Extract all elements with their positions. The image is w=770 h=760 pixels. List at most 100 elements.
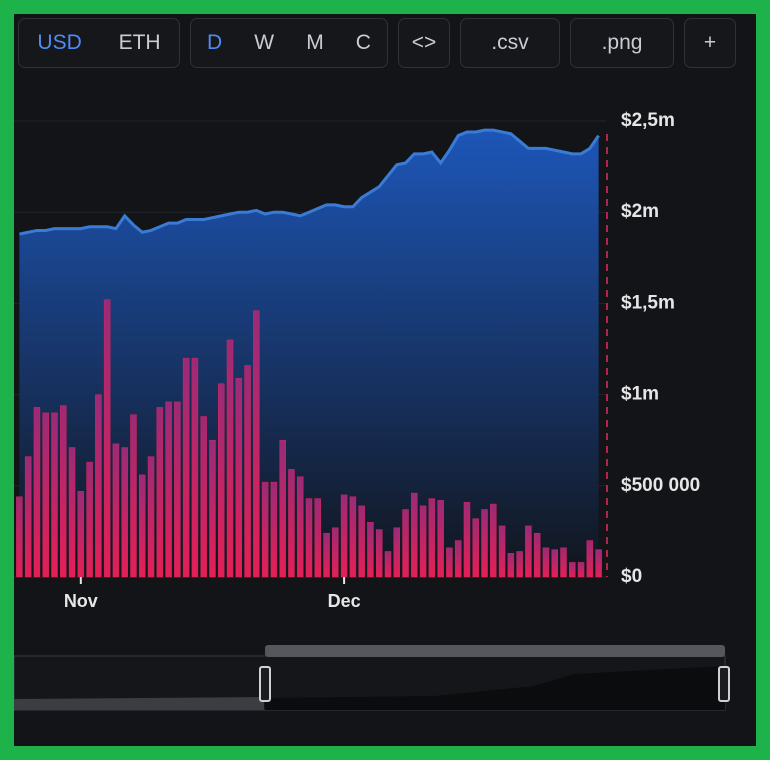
area-fill — [19, 130, 599, 577]
toolbar-button[interactable]: .png — [601, 31, 643, 54]
bar — [542, 547, 550, 578]
bar — [156, 407, 164, 578]
bar — [402, 509, 409, 578]
y-tick-label: $2,5m — [621, 110, 675, 131]
bar — [358, 505, 365, 578]
bar — [121, 447, 128, 578]
bar — [51, 412, 58, 578]
bar — [560, 547, 567, 578]
bar — [463, 501, 471, 578]
bar — [375, 529, 383, 578]
bar — [507, 553, 515, 578]
line — [19, 128, 600, 236]
y-tick-label: $2m — [621, 201, 659, 222]
bar — [481, 509, 488, 578]
bar — [446, 547, 453, 578]
button-group: + — [684, 18, 736, 68]
bar — [551, 549, 558, 578]
bar — [349, 496, 357, 578]
toolbar-button[interactable]: M — [306, 31, 324, 54]
bar — [314, 498, 322, 578]
navigator — [14, 645, 730, 711]
bar — [209, 439, 216, 578]
chart-widget: USD ETH D W M C <> .csv .png + $0 $500 000 $1m $1,5m… — [14, 14, 756, 746]
bar — [288, 469, 295, 578]
toolbar-button[interactable]: W — [254, 31, 275, 54]
bar — [244, 365, 251, 578]
bar — [191, 357, 199, 578]
bar — [533, 532, 541, 578]
bar — [586, 540, 594, 578]
navigator-handle[interactable] — [718, 666, 730, 702]
bar — [279, 439, 286, 578]
bar — [384, 551, 392, 578]
bar — [595, 549, 602, 578]
bar — [95, 394, 102, 578]
y-tick-label: $500 000 — [621, 475, 700, 496]
toolbar-button[interactable]: .csv — [491, 31, 529, 54]
x-tick-label: Nov — [64, 591, 98, 611]
bar — [525, 525, 532, 578]
button-group: <> — [398, 18, 450, 68]
bar — [86, 461, 93, 578]
bar — [200, 416, 207, 578]
toolbar-button[interactable]: <> — [411, 31, 437, 54]
bar — [472, 518, 479, 578]
bar — [24, 456, 32, 578]
bar — [323, 532, 330, 578]
y-tick-label: $1,5m — [621, 292, 675, 313]
bar — [103, 299, 111, 578]
bar — [77, 491, 85, 578]
bar — [68, 447, 76, 578]
toolbar-button[interactable]: D — [207, 31, 223, 54]
bar — [490, 503, 497, 578]
bar — [437, 500, 444, 578]
bar — [147, 456, 155, 578]
bar — [217, 383, 225, 578]
bar — [577, 562, 585, 578]
bar — [182, 357, 190, 578]
navigator-handle[interactable] — [259, 666, 271, 702]
button-group: .csv — [460, 18, 560, 68]
bar — [33, 407, 41, 578]
y-tick-label: $1m — [621, 384, 659, 405]
navigator-scrollbar[interactable] — [265, 645, 725, 657]
bar — [516, 551, 523, 578]
y-tick-label: $0 — [621, 566, 642, 587]
bar — [174, 401, 181, 578]
navigator-outside — [14, 697, 264, 710]
bar — [340, 494, 348, 578]
bar — [454, 540, 462, 578]
bar — [498, 525, 506, 578]
bar — [569, 562, 576, 578]
toolbar-button[interactable]: C — [355, 31, 371, 54]
bar — [393, 527, 401, 578]
button-group: .png — [570, 18, 674, 68]
bar — [42, 412, 49, 578]
bar — [165, 401, 172, 578]
bar — [130, 414, 137, 578]
bar — [261, 481, 269, 578]
bar — [139, 474, 146, 578]
bar — [112, 443, 120, 578]
toolbar-button[interactable]: USD — [37, 31, 82, 54]
bar — [253, 310, 260, 578]
bar — [428, 498, 436, 578]
toolbar-button[interactable]: + — [703, 31, 717, 54]
button-group: USD ETH — [18, 18, 180, 68]
chart: $0 $500 000 $1m $1,5m $2m $2,5m Nov Dec — [14, 110, 730, 711]
bar — [226, 339, 234, 578]
bar — [305, 498, 313, 578]
x-tick-label: Dec — [328, 591, 361, 611]
bar — [367, 522, 374, 578]
bar — [411, 492, 418, 578]
bar — [419, 505, 427, 578]
bar — [16, 496, 23, 578]
bar — [332, 527, 339, 578]
bar — [296, 476, 304, 578]
navigator-window — [265, 666, 725, 710]
toolbar-button[interactable]: ETH — [118, 31, 161, 54]
bar — [270, 481, 278, 578]
